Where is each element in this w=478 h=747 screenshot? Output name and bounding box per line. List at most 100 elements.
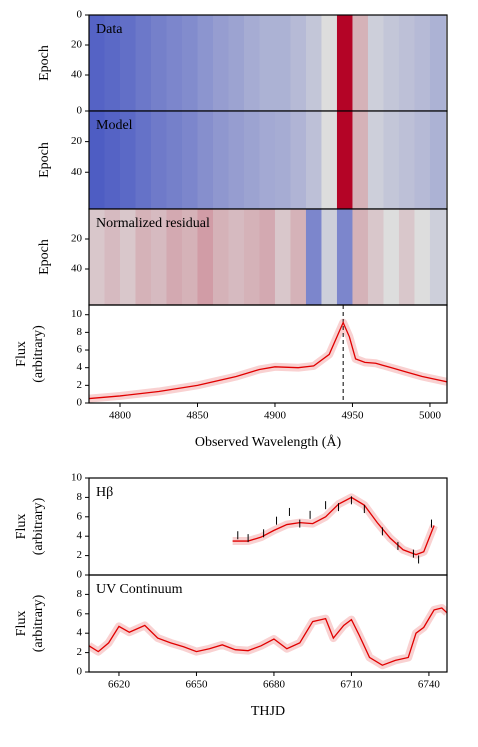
y-axis-label: Epoch (37, 45, 52, 81)
y-tick-label: 2 (77, 646, 83, 658)
heatmap-cell (104, 15, 121, 111)
uncertainty-band (232, 493, 438, 559)
y-tick-label: 0 (77, 105, 83, 117)
heatmap-cell (367, 111, 384, 209)
heatmap-cell (212, 111, 229, 209)
x-tick-label: 4950 (341, 410, 364, 422)
heatmap-cell (305, 15, 322, 111)
heatmap-cell (119, 209, 136, 305)
panel-label: Hβ (96, 485, 113, 500)
axes-frame (88, 304, 448, 404)
heatmap-cell (429, 209, 446, 305)
heatmap-cell (212, 15, 229, 111)
heatmap-cell (259, 15, 276, 111)
plot-area (89, 603, 447, 670)
y-axis-label: Flux (14, 514, 29, 540)
x-tick-label: 6740 (418, 679, 441, 691)
heatmap-cell (414, 111, 431, 209)
heatmap-cell (274, 209, 291, 305)
x-tick-label: 4850 (186, 410, 209, 422)
heatmap-cell (243, 209, 260, 305)
panel-label: Data (96, 22, 123, 37)
y-tick-label: 40 (71, 263, 83, 275)
heatmap-cell (290, 111, 307, 209)
y-tick-label: 8 (77, 326, 83, 338)
x-tick-label: 6710 (340, 679, 363, 691)
y-tick-label: 0 (77, 397, 83, 409)
heatmap-cell (150, 111, 167, 209)
heatmap-cell (181, 111, 198, 209)
plot-area (89, 111, 446, 209)
panel-label: Model (96, 118, 133, 133)
heatmap-cell (429, 15, 446, 111)
plot-area (232, 493, 438, 564)
y-tick-label: 20 (71, 233, 83, 245)
x-tick-label: 4800 (109, 410, 132, 422)
heatmap-cell (321, 111, 338, 209)
plot-area (89, 15, 446, 111)
heatmap-cell (228, 15, 245, 111)
heatmap-cell (150, 15, 167, 111)
heatmap-cell (89, 209, 105, 305)
heatmap-cell (274, 15, 291, 111)
heatmap-cell (429, 111, 446, 209)
y-tick-label: 2 (77, 549, 83, 561)
y-tick-label: 4 (77, 530, 83, 542)
y-tick-label: 10 (71, 472, 83, 484)
heatmap-cell (243, 15, 260, 111)
uncertainty-band (89, 603, 447, 670)
heatmap-cell (243, 111, 260, 209)
y-tick-label: 6 (77, 344, 83, 356)
heatmap-cell (274, 111, 291, 209)
y-tick-label: 4 (77, 627, 83, 639)
plot-area (89, 209, 446, 305)
y-tick-label: 10 (71, 308, 83, 320)
heatmap-cell (197, 15, 214, 111)
heatmap-cell (89, 15, 105, 111)
y-tick-label: 6 (77, 607, 83, 619)
heatmap-cell (352, 15, 369, 111)
heatmap-cell (135, 15, 152, 111)
y-tick-label: 8 (77, 491, 83, 503)
y-tick-label: 4 (77, 361, 83, 373)
heatmap-cell (119, 111, 136, 209)
heatmap-cell (398, 209, 415, 305)
heatmap-cell (135, 209, 152, 305)
heatmap-cell (290, 209, 307, 305)
y-tick-label: 0 (77, 9, 83, 21)
heatmap-cell (166, 15, 183, 111)
x-tick-label: 6620 (108, 679, 131, 691)
data-line (89, 607, 447, 666)
heatmap-cell (212, 209, 229, 305)
y-tick-label: 0 (77, 666, 83, 678)
x-tick-label: 6650 (185, 679, 208, 691)
heatmap-cell (414, 209, 431, 305)
panel-label: UV Continuum (96, 582, 183, 597)
y-tick-label: 20 (71, 39, 83, 51)
y-axis-label: (arbitrary) (31, 594, 46, 652)
heatmap-cell (290, 15, 307, 111)
data-line (89, 321, 447, 400)
heatmap-cell (150, 209, 167, 305)
x-axis-label: Observed Wavelength (Å) (195, 434, 342, 450)
heatmap-cell (367, 209, 384, 305)
heatmap-cell (414, 15, 431, 111)
y-axis-label: Flux (14, 341, 29, 367)
heatmap-cell (259, 209, 276, 305)
heatmap-cell (104, 209, 121, 305)
y-tick-label: 20 (71, 135, 83, 147)
heatmap-cell (104, 111, 121, 209)
x-tick-label: 6680 (263, 679, 286, 691)
heatmap-cell (383, 111, 400, 209)
heatmap-cell (197, 111, 214, 209)
heatmap-cell (398, 15, 415, 111)
heatmap-cell (321, 209, 338, 305)
heatmap-cell (166, 209, 183, 305)
heatmap-cell (336, 15, 353, 111)
heatmap-cell (336, 209, 353, 305)
heatmap-cell (398, 111, 415, 209)
heatmap-cell (352, 111, 369, 209)
heatmap-cell (367, 15, 384, 111)
axes-frame (88, 574, 448, 673)
